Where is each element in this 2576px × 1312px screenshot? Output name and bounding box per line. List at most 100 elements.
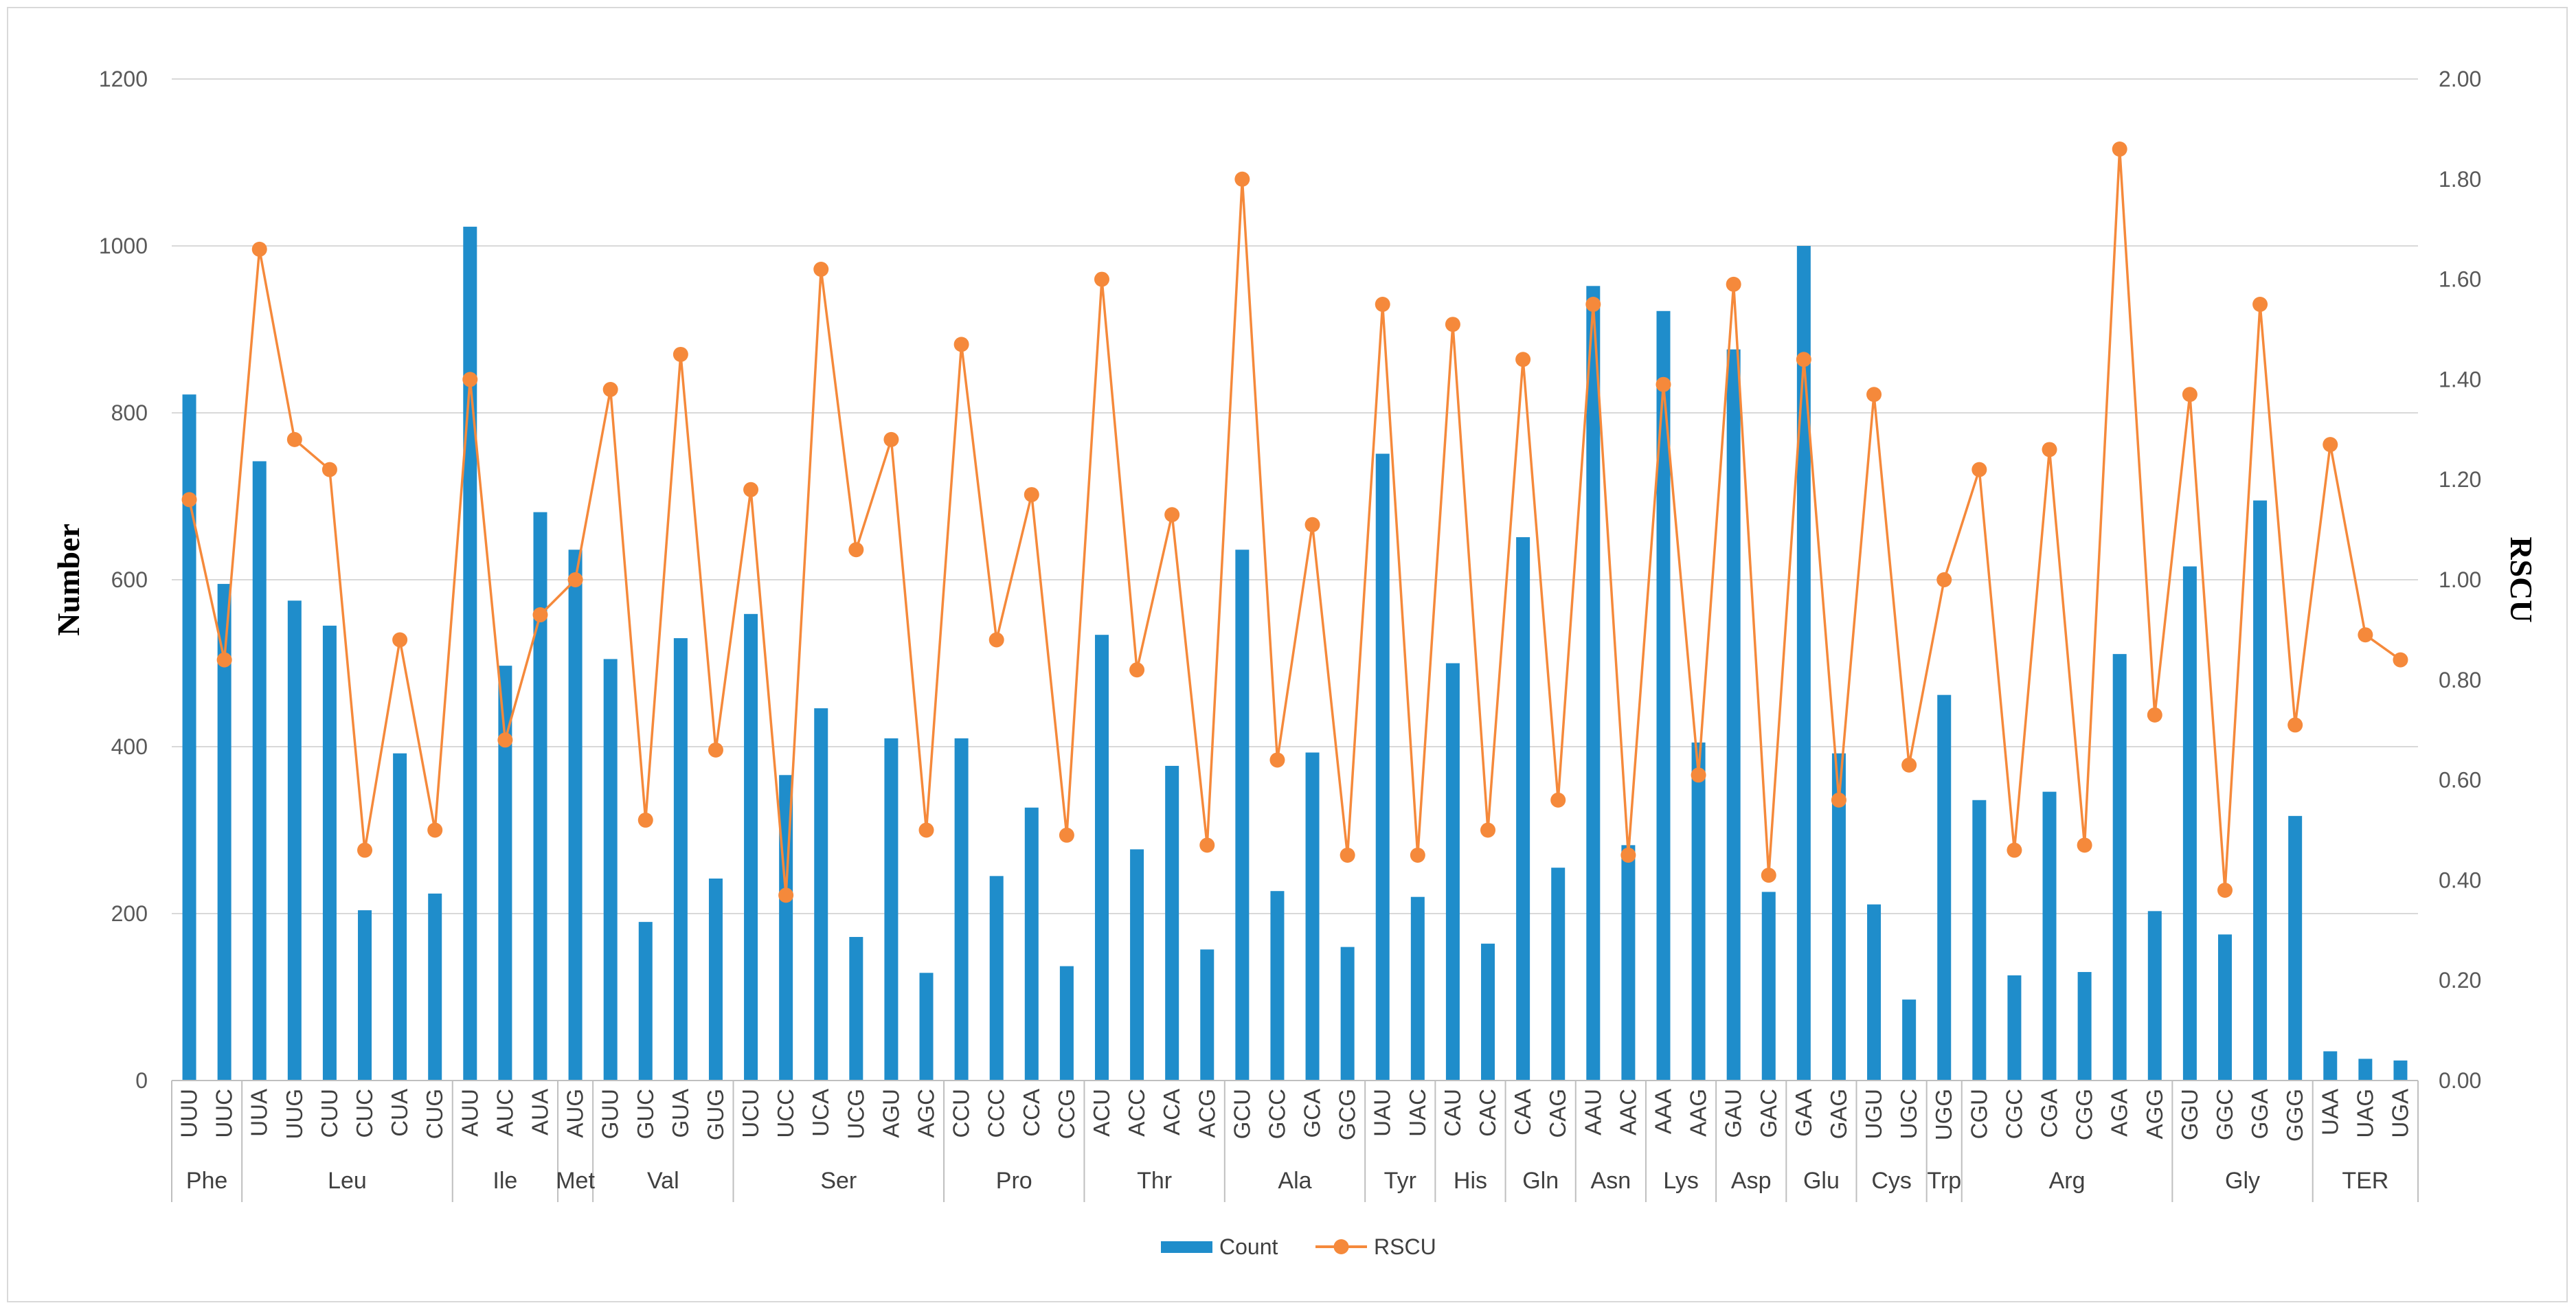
count-bar xyxy=(182,394,196,1081)
rscu-point xyxy=(953,337,969,352)
count-bar xyxy=(673,638,688,1081)
amino-acid-label: Ile xyxy=(493,1168,517,1194)
rscu-point xyxy=(427,822,443,838)
codon-label: AGG xyxy=(2142,1089,2167,1139)
amino-acid-label: Phe xyxy=(186,1168,228,1194)
count-bar xyxy=(428,893,442,1081)
count-bar xyxy=(1410,896,1425,1081)
rscu-point xyxy=(813,262,829,278)
count-bar xyxy=(954,738,969,1081)
count-bar xyxy=(217,584,231,1081)
rscu-point xyxy=(286,431,302,447)
rscu-point xyxy=(2217,882,2233,898)
count-bar xyxy=(1270,891,1285,1081)
codon-label: CUG xyxy=(422,1089,447,1139)
rscu-point xyxy=(392,632,408,648)
rscu-point xyxy=(1024,487,1039,503)
codon-label: CCA xyxy=(1019,1089,1044,1137)
rscu-point xyxy=(918,822,934,838)
rscu-point xyxy=(1585,297,1601,313)
rscu-point xyxy=(1059,827,1074,843)
codon-label: CUU xyxy=(317,1089,342,1138)
count-bar xyxy=(603,659,618,1081)
rscu-point xyxy=(1550,792,1566,808)
count-bar xyxy=(2288,815,2303,1081)
codon-label: GCC xyxy=(1264,1089,1289,1139)
right-axis-tick-label: 0.20 xyxy=(2439,968,2481,993)
codon-label: GAC xyxy=(1756,1089,1781,1138)
codon-label: UCU xyxy=(738,1089,763,1138)
amino-acid-label: Cys xyxy=(1871,1168,1912,1194)
rscu-point xyxy=(708,742,723,758)
count-bar xyxy=(708,878,723,1081)
codon-label: AAU xyxy=(1580,1089,1605,1135)
count-bar xyxy=(1831,753,1846,1081)
right-axis-tick-label: 1.80 xyxy=(2439,167,2481,192)
rscu-point xyxy=(1866,387,1882,403)
count-bar xyxy=(814,708,828,1081)
codon-label: CCG xyxy=(1054,1089,1079,1139)
rscu-point xyxy=(1656,376,1671,392)
legend-count-label: Count xyxy=(1219,1234,1278,1259)
rscu-point xyxy=(778,887,794,903)
amino-acid-label: Thr xyxy=(1137,1168,1172,1194)
codon-label: CGC xyxy=(2001,1089,2026,1139)
rscu-point xyxy=(1375,297,1390,313)
amino-acid-label: Met xyxy=(556,1168,595,1194)
count-bar xyxy=(2253,500,2268,1081)
right-axis-tick-label: 0.60 xyxy=(2439,768,2481,793)
codon-label: GAU xyxy=(1721,1089,1746,1138)
count-bar xyxy=(1691,742,1706,1081)
left-axis-tick-label: 600 xyxy=(111,567,148,592)
codon-label: UUC xyxy=(212,1089,237,1138)
count-bar xyxy=(1972,800,1987,1081)
codon-label: ACG xyxy=(1194,1089,1219,1138)
right-axis-tick-label: 1.00 xyxy=(2439,567,2481,592)
rscu-point xyxy=(1234,171,1250,187)
rscu-point xyxy=(2147,707,2162,723)
count-bar xyxy=(989,876,1004,1081)
rscu-point xyxy=(602,381,618,397)
count-bar xyxy=(568,550,583,1081)
right-axis-tick-label: 2.00 xyxy=(2439,67,2481,91)
rscu-point xyxy=(1620,847,1636,863)
codon-label: UAC xyxy=(1405,1089,1430,1137)
rscu-point xyxy=(2042,442,2057,457)
rscu-point xyxy=(2112,142,2127,157)
rscu-point xyxy=(1515,352,1531,367)
left-axis-tick-label: 400 xyxy=(111,734,148,759)
count-bar xyxy=(849,937,863,1081)
codon-label: ACC xyxy=(1124,1089,1149,1137)
rscu-point xyxy=(1094,271,1109,287)
right-axis-tick-label: 0.00 xyxy=(2439,1068,2481,1093)
count-bar xyxy=(1867,904,1882,1081)
count-bar xyxy=(252,461,267,1081)
codon-label: CAC xyxy=(1475,1089,1500,1137)
codon-label: GGU xyxy=(2177,1089,2202,1140)
count-bar xyxy=(2147,911,2162,1081)
count-bar xyxy=(1656,310,1671,1081)
rscu-point xyxy=(251,241,267,257)
codon-label: UUG xyxy=(282,1089,307,1139)
count-bar xyxy=(1937,694,1952,1081)
codon-label: AUA xyxy=(527,1089,552,1135)
count-bar xyxy=(498,666,512,1081)
rscu-point xyxy=(1304,517,1320,532)
rscu-point xyxy=(2252,297,2268,313)
count-bar xyxy=(638,922,653,1081)
count-bar xyxy=(2393,1060,2408,1081)
codon-label: AGC xyxy=(914,1089,939,1138)
rscu-point xyxy=(1199,837,1215,853)
codon-label: CGU xyxy=(1966,1089,1991,1139)
rscu-point xyxy=(1901,757,1917,773)
left-axis-title: Number xyxy=(51,523,86,636)
count-bar xyxy=(1094,635,1109,1081)
legend-count-swatch xyxy=(1161,1241,1212,1253)
codon-label: ACU xyxy=(1089,1089,1114,1137)
codon-label: AGA xyxy=(2107,1089,2132,1137)
count-bar xyxy=(1551,868,1566,1081)
rscu-point xyxy=(1796,352,1811,367)
count-bar xyxy=(1761,892,1776,1081)
rscu-point xyxy=(1831,792,1846,808)
